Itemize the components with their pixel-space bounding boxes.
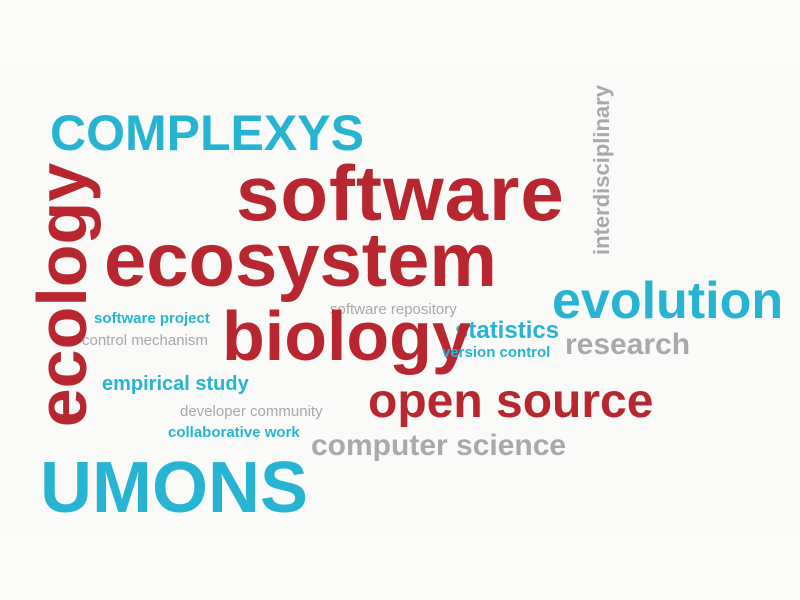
word-software-repository: software repository <box>330 301 457 318</box>
word-computer-science: computer science <box>311 429 567 462</box>
word-control-mechanism: control mechanism <box>82 332 208 349</box>
word-ecology: ecology <box>23 162 101 428</box>
word-developer-community: developer community <box>180 403 323 420</box>
word-umons: UMONS <box>40 448 308 528</box>
word-software: software <box>236 149 565 237</box>
word-software-project: software project <box>94 310 210 327</box>
word-collaborative-work: collaborative work <box>168 424 300 441</box>
word-interdisciplinary: interdisciplinary <box>589 85 614 255</box>
word-evolution: evolution <box>552 272 784 330</box>
word-biology: biology <box>222 297 471 375</box>
word-complexys: COMPLEXYS <box>50 105 364 161</box>
word-version-control: version control <box>442 344 551 361</box>
word-research: research <box>565 328 691 361</box>
bottom-margin-band <box>0 530 800 600</box>
top-margin-band <box>0 0 800 70</box>
word-open-source: open source <box>368 375 654 428</box>
word-ecosystem: ecosystem <box>104 218 497 303</box>
word-statistics: statistics <box>455 317 560 344</box>
word-empirical-study: empirical study <box>102 373 249 395</box>
